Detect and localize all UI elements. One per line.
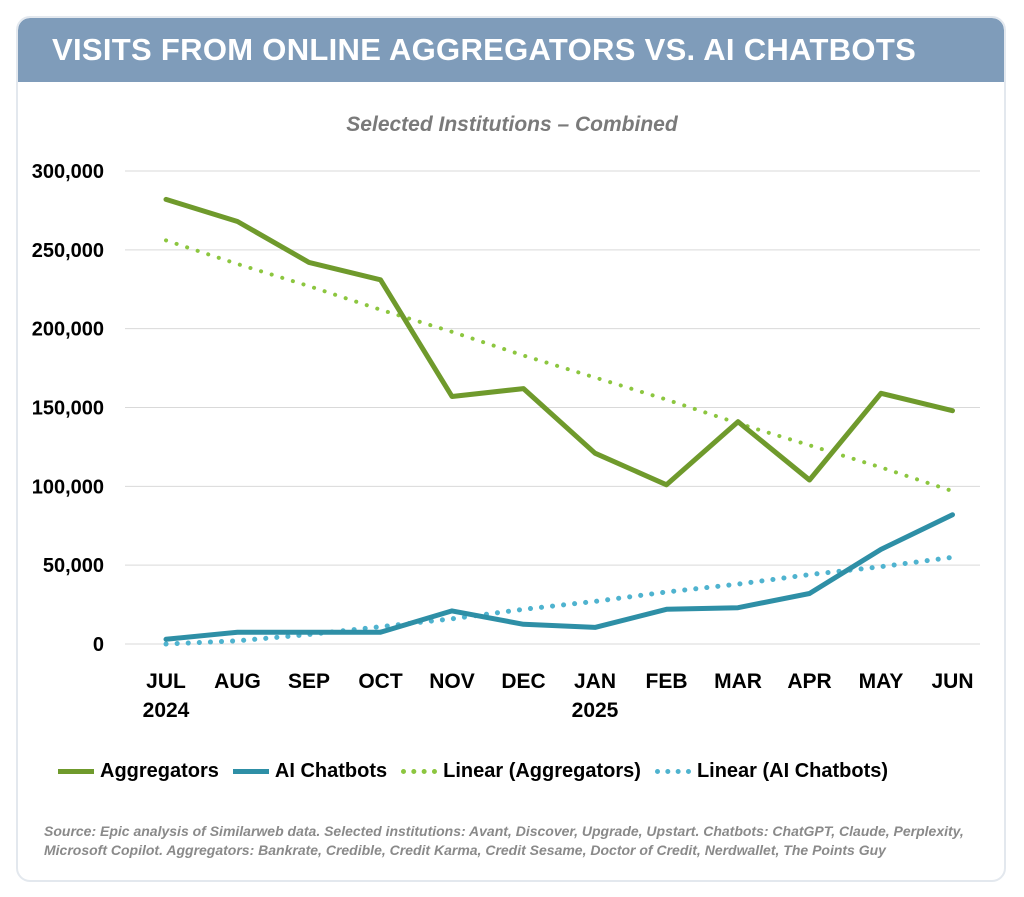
legend-label-linear-aggregators: Linear (Aggregators): [443, 760, 641, 782]
y-tick-label: 200,000: [32, 319, 104, 341]
x-tick-label: NOV: [429, 670, 475, 693]
chart-subtitle: Selected Institutions – Combined: [346, 113, 678, 136]
x-tick-label: DEC: [501, 670, 545, 693]
chart-title: VISITS FROM ONLINE AGGREGATORS VS. AI CH…: [52, 32, 917, 67]
legend-swatch-linear-ai-chatbots: [654, 769, 691, 774]
x-tick-label: FEB: [646, 670, 688, 693]
x-tick-label: AUG: [214, 670, 261, 693]
legend-label-linear-ai-chatbots: Linear (AI Chatbots): [696, 760, 889, 782]
series-line-ai-chatbots: [163, 512, 955, 642]
x-tick-label: JUN: [931, 670, 973, 693]
x-tick-label: MAY: [859, 670, 904, 693]
y-tick-label: 100,000: [32, 476, 104, 498]
y-tick-label: 50,000: [43, 555, 104, 577]
series-line-aggregators: [163, 196, 955, 488]
x-tick-label: APR: [787, 670, 831, 693]
y-tick-label: 250,000: [32, 240, 104, 262]
legend-item-aggregators: Aggregators: [58, 760, 219, 783]
legend-item-linear-ai-chatbots: Linear (AI Chatbots): [654, 760, 889, 783]
x-tick-label: SEP: [288, 670, 330, 693]
title-banner: VISITS FROM ONLINE AGGREGATORS VS. AI CH…: [18, 18, 1004, 82]
legend-label-aggregators: Aggregators: [100, 760, 219, 782]
legend-item-linear-aggregators: Linear (Aggregators): [401, 760, 641, 783]
legend-swatch-linear-aggregators: [401, 769, 438, 774]
x-tick-year-label: 2024: [143, 699, 190, 722]
x-tick-year-label: 2025: [572, 699, 619, 722]
legend-label-ai-chatbots: AI Chatbots: [274, 760, 388, 782]
y-tick-label: 300,000: [32, 161, 104, 183]
trendline-ai-chatbots: [163, 554, 955, 647]
y-tick-label: 0: [93, 634, 104, 656]
legend-item-ai-chatbots: AI Chatbots: [232, 760, 388, 783]
legend-swatch-aggregators: [58, 769, 94, 774]
x-tick-label: OCT: [358, 670, 403, 693]
x-tick-label: JAN: [574, 670, 616, 693]
trendline-aggregators: [164, 238, 955, 494]
legend: Aggregators AI Chatbots Linear (Aggregat…: [58, 760, 888, 783]
x-tick-label: JUL: [146, 670, 186, 693]
y-tick-label: 150,000: [32, 398, 104, 420]
chart-card: VISITS FROM ONLINE AGGREGATORS VS. AI CH…: [16, 16, 1006, 882]
legend-swatch-ai-chatbots: [232, 769, 269, 774]
x-tick-label: MAR: [714, 670, 762, 693]
source-note: Source: Epic analysis of Similarweb data…: [44, 823, 964, 858]
